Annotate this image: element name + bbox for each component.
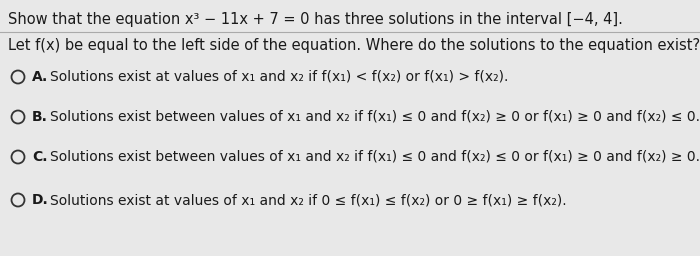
Text: A.: A.	[32, 70, 48, 84]
Text: C.: C.	[32, 150, 48, 164]
Text: Solutions exist between values of x₁ and x₂ if f(x₁) ≤ 0 and f(x₂) ≥ 0 or f(x₁) : Solutions exist between values of x₁ and…	[50, 110, 700, 124]
Text: Let f(x) be equal to the left side of the equation. Where do the solutions to th: Let f(x) be equal to the left side of th…	[8, 38, 700, 53]
Text: Solutions exist between values of x₁ and x₂ if f(x₁) ≤ 0 and f(x₂) ≤ 0 or f(x₁) : Solutions exist between values of x₁ and…	[50, 150, 700, 164]
Text: B.: B.	[32, 110, 48, 124]
Text: Show that the equation x³ − 11x + 7 = 0 has three solutions in the interval [−4,: Show that the equation x³ − 11x + 7 = 0 …	[8, 12, 623, 27]
Text: D.: D.	[32, 193, 49, 207]
Text: Solutions exist at values of x₁ and x₂ if f(x₁) < f(x₂) or f(x₁) > f(x₂).: Solutions exist at values of x₁ and x₂ i…	[50, 70, 508, 84]
Text: Solutions exist at values of x₁ and x₂ if 0 ≤ f(x₁) ≤ f(x₂) or 0 ≥ f(x₁) ≥ f(x₂): Solutions exist at values of x₁ and x₂ i…	[50, 193, 566, 207]
